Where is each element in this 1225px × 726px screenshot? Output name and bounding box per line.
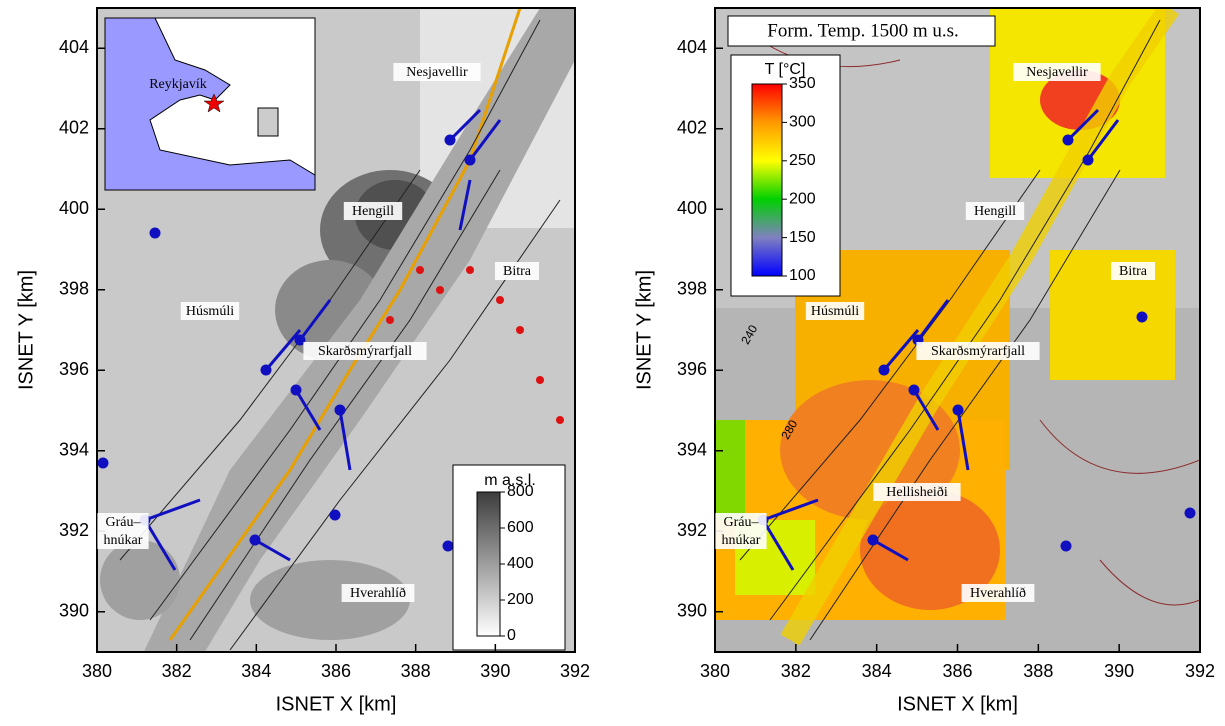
- y-tick-label: 400: [59, 198, 89, 218]
- y-tick-label: 396: [59, 359, 89, 379]
- place-label: Nesjavellir: [1026, 65, 1088, 80]
- temperature-map: [715, 8, 1200, 652]
- colorbar-tick-label: 0: [507, 627, 516, 644]
- y-tick-label: 402: [677, 118, 707, 138]
- y-tick-label: 398: [59, 279, 89, 299]
- place-label: hnúkar: [104, 533, 143, 548]
- y-tick-label: 390: [677, 601, 707, 621]
- colorbar-tick-label: 300: [789, 114, 816, 131]
- colorbar-tick-label: 800: [507, 483, 534, 500]
- place-label: hnúkar: [722, 533, 761, 548]
- x-axis-label: ISNET X [km]: [276, 693, 397, 715]
- place-label: Hverahlíð: [350, 586, 406, 601]
- place-box: [805, 302, 865, 320]
- colorbar-tick-label: 350: [789, 75, 816, 92]
- place-label: Húsmúli: [186, 304, 234, 319]
- place-box: [303, 342, 427, 360]
- place-box: [97, 513, 149, 549]
- x-tick-label: 380: [82, 661, 112, 681]
- colorbar-tick-label: 400: [507, 555, 534, 572]
- colorbar-tick-label: 250: [789, 152, 816, 169]
- place-box: [1013, 63, 1101, 81]
- y-tick-label: 402: [59, 118, 89, 138]
- place-box: [965, 202, 1025, 220]
- x-tick-label: 384: [862, 661, 892, 681]
- inset-label: Reykjavík: [149, 77, 207, 92]
- colorbar-tick-label: 100: [789, 267, 816, 284]
- place-box: [343, 202, 403, 220]
- place-label: Hverahlíð: [970, 586, 1026, 601]
- x-tick-label: 380: [700, 661, 730, 681]
- place-box: [495, 262, 539, 280]
- y-tick-label: 398: [677, 279, 707, 299]
- place-box: [180, 302, 240, 320]
- y-axis-label: ISNET Y [km]: [633, 270, 655, 390]
- colorbar-tick-label: 150: [789, 229, 816, 246]
- x-tick-label: 382: [781, 661, 811, 681]
- y-tick-label: 392: [677, 520, 707, 540]
- x-tick-label: 392: [1185, 661, 1215, 681]
- place-label: Gráu–: [724, 515, 760, 530]
- x-axis-label: ISNET X [km]: [897, 693, 1018, 715]
- place-box: [916, 342, 1040, 360]
- topography: [97, 8, 575, 652]
- y-tick-label: 400: [677, 198, 707, 218]
- colorbar-title: m a.s.l.: [484, 472, 536, 489]
- x-tick-label: 390: [480, 661, 510, 681]
- place-label: Hengill: [352, 204, 394, 219]
- place-box: [1111, 262, 1155, 280]
- place-label: Skarðsmýrarfjall: [318, 344, 412, 359]
- colorbar-tick-label: 600: [507, 519, 534, 536]
- x-tick-label: 392: [560, 661, 590, 681]
- y-axis-label: ISNET Y [km]: [15, 270, 37, 390]
- place-label: Hengill: [974, 204, 1016, 219]
- x-tick-label: 386: [942, 661, 972, 681]
- x-tick-label: 388: [401, 661, 431, 681]
- x-tick-label: 382: [162, 661, 192, 681]
- y-tick-label: 396: [677, 359, 707, 379]
- place-label: Húsmúli: [811, 304, 859, 319]
- place-box: [393, 63, 481, 81]
- place-box: [341, 584, 415, 602]
- x-tick-label: 390: [1104, 661, 1134, 681]
- x-tick-label: 384: [241, 661, 271, 681]
- y-tick-label: 394: [59, 440, 89, 460]
- y-tick-label: 394: [677, 440, 707, 460]
- place-label: Gráu–: [106, 515, 142, 530]
- y-tick-label: 392: [59, 520, 89, 540]
- colorbar-title: T [°C]: [765, 61, 806, 78]
- place-label: Nesjavellir: [406, 65, 468, 80]
- y-tick-label: 390: [59, 601, 89, 621]
- place-box: [873, 483, 961, 501]
- place-label: Hellisheiði: [886, 485, 948, 500]
- place-box: [715, 513, 767, 549]
- panel-title: Form. Temp. 1500 m u.s.: [767, 20, 959, 41]
- x-tick-label: 388: [1023, 661, 1053, 681]
- x-tick-label: 386: [321, 661, 351, 681]
- y-tick-label: 404: [677, 37, 707, 57]
- colorbar-tick-label: 200: [789, 190, 816, 207]
- place-label: Skarðsmýrarfjall: [931, 344, 1025, 359]
- place-label: Bitra: [503, 264, 532, 279]
- place-box: [961, 584, 1035, 602]
- y-tick-label: 404: [59, 37, 89, 57]
- colorbar-tick-label: 200: [507, 591, 534, 608]
- place-label: Bitra: [1119, 264, 1148, 279]
